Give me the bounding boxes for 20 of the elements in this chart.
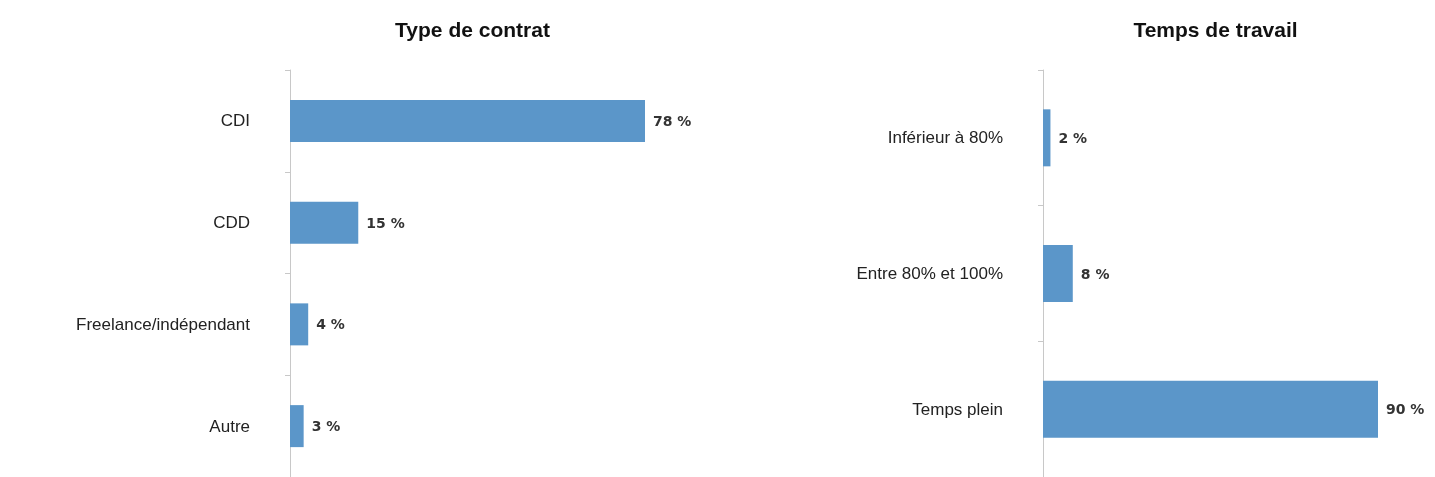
data-label: 8 %	[1080, 265, 1110, 282]
y-tick-label: CDD	[213, 213, 250, 233]
bar	[290, 405, 304, 448]
data-label: 4 %	[316, 316, 345, 333]
data-label: 2 %	[1058, 129, 1088, 146]
data-label: 78 %	[653, 112, 692, 129]
data-label: 90 %	[1386, 401, 1425, 418]
data-label: 15 %	[366, 214, 405, 231]
y-tick-label: Autre	[209, 416, 250, 436]
y-tick-label: Entre 80% et 100%	[856, 264, 1003, 283]
y-tick-label: Temps plein	[912, 399, 1003, 419]
bar	[290, 201, 359, 244]
chart-title: Type de contrat	[395, 18, 550, 41]
chart-title: Temps de travail	[1133, 18, 1298, 41]
y-tick-label: CDI	[220, 111, 250, 131]
bar	[290, 99, 645, 142]
data-label: 3 %	[311, 418, 341, 435]
y-tick-label: Inférieur à 80%	[887, 128, 1003, 148]
y-tick-label: Freelance/indépendant	[76, 314, 251, 334]
bar	[290, 303, 309, 346]
